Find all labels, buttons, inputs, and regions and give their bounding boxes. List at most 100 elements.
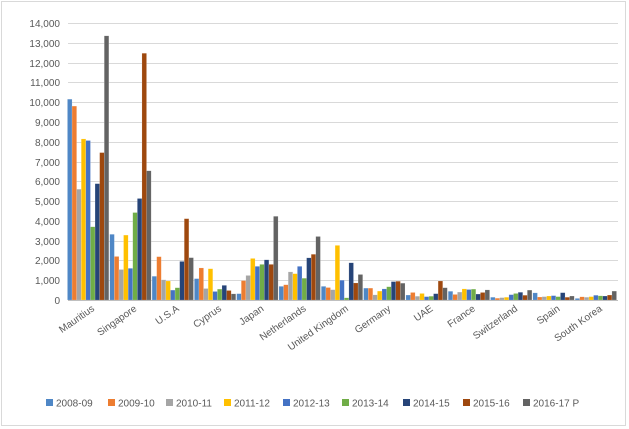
bar-u-s-a-2008-09 [151,276,157,301]
bar-uae-2014-15 [433,293,439,301]
bar-south-korea-2016-17-p [611,290,617,301]
x-tick-label: Singapore [96,303,140,338]
legend-swatch [46,399,53,406]
bar-switzerland-2013-14 [513,293,519,301]
bar-cyprus-2015-16 [226,290,232,301]
y-tick-label: 5,000 [35,197,60,208]
y-tick-label: 6,000 [35,177,60,188]
bar-cyprus-2016-17-p [230,293,236,301]
bar-singapore-2009-10 [114,256,120,301]
legend-item: 2014-15 [403,399,450,410]
bar-south-korea-2008-09 [574,298,580,301]
y-tick-label: 4,000 [35,217,60,228]
legend-swatch [166,399,173,406]
bar-mauritius-2016-17-p [104,35,110,301]
bar-netherlands-2010-11 [287,271,293,301]
legend-item: 2010-11 [166,399,212,410]
bar-germany-2015-16 [395,281,401,301]
legend-label: 2015-16 [473,399,510,410]
bar-switzerland-2014-15 [517,292,523,301]
bar-uae-2015-16 [437,280,443,301]
x-tick-label: Spain [535,303,562,327]
bar-united-kingdom-2016-17-p [357,274,363,301]
bar-u-s-a-2014-15 [179,261,185,301]
x-tick-label: France [446,303,478,330]
legend: 2008-09 2009-10 2010-11 2011-12 2012-13 2013-… [46,399,579,410]
bar-japan-2015-16 [268,264,274,301]
bar-germany-2014-15 [391,281,397,301]
legend-label: 2009-10 [118,399,155,410]
bar-united-kingdom-2009-10 [325,287,331,301]
bar-france-2010-11 [457,291,463,301]
y-tick-label: 3,000 [35,237,60,248]
bar-france-2014-15 [475,293,481,301]
bar-united-kingdom-2011-12 [334,245,340,301]
legend-swatch [463,399,470,406]
bar-spain-2015-16 [564,297,570,301]
bar-singapore-2010-11 [118,269,124,301]
bar-france-2012-13 [466,289,472,301]
bar-singapore-2016-17-p [146,170,152,301]
gridlines [68,23,618,301]
bar-switzerland-2012-13 [508,294,514,301]
bar-mauritius-2009-10 [71,105,77,301]
legend-item: 2015-16 [463,399,510,410]
y-tick-label: 8,000 [35,138,60,149]
bar-south-korea-2012-13 [593,295,599,301]
x-tick-label: UAE [412,303,435,324]
bar-singapore-2008-09 [109,234,115,301]
bar-france-2008-09 [448,291,454,301]
bar-germany-2011-12 [377,290,383,301]
legend-item: 2011-12 [224,399,270,410]
bar-uae-2012-13 [424,296,430,301]
y-tick-label: 9,000 [35,118,60,129]
bar-spain-2014-15 [560,292,566,301]
bar-south-korea-2015-16 [607,294,613,301]
bar-japan-2011-12 [250,258,256,301]
x-tick-label: U.S.A [154,303,182,327]
bar-france-2016-17-p [484,289,490,301]
legend-swatch [342,399,349,406]
bar-japan-2008-09 [236,293,242,301]
bar-u-s-a-2011-12 [165,280,171,301]
bar-germany-2013-14 [386,286,392,301]
bar-netherlands-2013-14 [301,278,307,301]
legend-swatch [523,399,530,406]
bar-mauritius-2014-15 [94,183,100,301]
y-tick-label: 13,000 [29,39,60,50]
bar-japan-2010-11 [245,275,251,301]
y-tick-label: 10,000 [29,98,60,109]
bar-switzerland-2015-16 [522,295,528,301]
bar-germany-2010-11 [372,294,378,301]
y-axis: 0 1,000 2,000 3,000 4,000 5,000 6,000 7,000 8,00… [29,19,60,307]
bar-cyprus-2010-11 [203,288,209,301]
bar-united-kingdom-2010-11 [330,289,336,301]
y-tick-label: 12,000 [29,59,60,70]
bar-singapore-2012-13 [127,268,133,301]
bar-uae-2011-12 [419,293,425,301]
bar-netherlands-2008-09 [278,286,284,301]
legend-swatch [224,399,231,406]
bar-germany-2016-17-p [400,282,406,301]
bar-switzerland-2011-12 [504,297,510,301]
bar-united-kingdom-2013-14 [344,297,350,301]
legend-label: 2008-09 [56,399,93,410]
bar-germany-2008-09 [363,287,369,301]
bar-cyprus-2008-09 [194,278,200,301]
bar-singapore-2011-12 [123,234,129,301]
bar-germany-2012-13 [381,288,387,301]
bar-cyprus-2011-12 [207,268,213,301]
legend-label: 2012-13 [293,399,330,410]
bar-netherlands-2011-12 [292,273,298,301]
bar-mauritius-2010-11 [76,188,82,301]
bar-uae-2010-11 [414,296,420,301]
bar-uae-2013-14 [428,296,434,301]
y-tick-label: 7,000 [35,158,60,169]
legend-item: 2009-10 [108,399,155,410]
bar-mauritius-2008-09 [67,98,73,301]
bar-u-s-a-2015-16 [184,218,190,301]
legend-item: 2016-17 P [523,399,579,410]
bar-japan-2009-10 [241,280,247,301]
